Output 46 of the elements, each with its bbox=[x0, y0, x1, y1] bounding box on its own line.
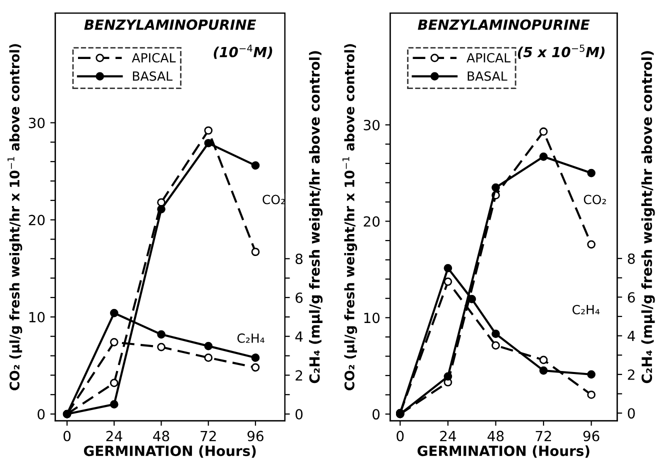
x-tick-label: 0 bbox=[396, 430, 404, 442]
y2-tick-label: 4 bbox=[628, 330, 635, 342]
legend-label: APICAL bbox=[132, 53, 176, 62]
text: (10$^{−4}$M) bbox=[214, 44, 272, 59]
annotation: C₂H₄ bbox=[572, 304, 600, 314]
annotation: CO₂ bbox=[262, 194, 285, 204]
y-tick-label: 30 bbox=[28, 118, 45, 128]
legend-label: APICAL bbox=[466, 53, 510, 62]
legend-label: BASAL bbox=[468, 71, 508, 81]
y2-tick-label: 6 bbox=[296, 292, 303, 303]
y-axis-title: CO₂ (μl/g fresh weight/hr x 10$^{−1}$ above control) bbox=[342, 44, 358, 390]
x-tick-label: 24 bbox=[106, 430, 122, 442]
y2-axis-title: C₂H₄ (mμl/g fresh weight/hr above control) bbox=[309, 51, 323, 384]
y2-tick-label: 4 bbox=[295, 332, 303, 342]
x-axis-title: GERMINATION (Hours) bbox=[418, 445, 590, 458]
annotation: C₂H₄ bbox=[237, 333, 264, 343]
x-tick-label: 48 bbox=[488, 430, 504, 442]
text: (5 x 10$^{−5}$M) bbox=[518, 44, 605, 59]
x-axis-title: GERMINATION (Hours) bbox=[84, 445, 256, 458]
y2-tick-label: 8 bbox=[296, 254, 303, 264]
y2-tick-label: 6 bbox=[628, 292, 635, 303]
y2-tick-label: 2 bbox=[296, 370, 302, 380]
y-tick-label: 10 bbox=[29, 312, 45, 322]
y-tick-label: 20 bbox=[364, 216, 380, 227]
y2-tick-label: 0 bbox=[296, 408, 303, 420]
y2-axis-title: C₂H₄ (mμl/g fresh weight/hr above control) bbox=[641, 51, 655, 384]
x-tick-label: 72 bbox=[200, 430, 216, 442]
x-tick-label: 0 bbox=[64, 430, 71, 442]
y2-tick-label: 0 bbox=[628, 408, 635, 419]
y-tick-label: 0 bbox=[38, 408, 45, 420]
chart-title: BENZYLAMINOPURINE bbox=[418, 19, 590, 30]
y2-tick-label: 8 bbox=[628, 253, 635, 264]
x-tick-label: 72 bbox=[536, 430, 551, 442]
y-tick-label: 10 bbox=[364, 312, 380, 324]
annotation: CO₂ bbox=[584, 194, 606, 204]
y-tick-label: 0 bbox=[372, 409, 380, 420]
y-axis-title: CO₂ (μl/g fresh weight/hr x 10$^{−1}$ above control) bbox=[8, 44, 22, 390]
x-tick-label: 48 bbox=[153, 430, 170, 442]
legend-label: BASAL bbox=[132, 71, 172, 81]
x-tick-label: 96 bbox=[583, 430, 600, 442]
x-tick-label: 24 bbox=[440, 430, 456, 442]
chart-title: BENZYLAMINOPURINE bbox=[84, 19, 256, 30]
y2-tick-label: 2 bbox=[628, 369, 634, 380]
x-tick-label: 96 bbox=[248, 430, 264, 442]
y-tick-label: 30 bbox=[364, 120, 380, 130]
y-tick-label: 20 bbox=[28, 214, 45, 226]
